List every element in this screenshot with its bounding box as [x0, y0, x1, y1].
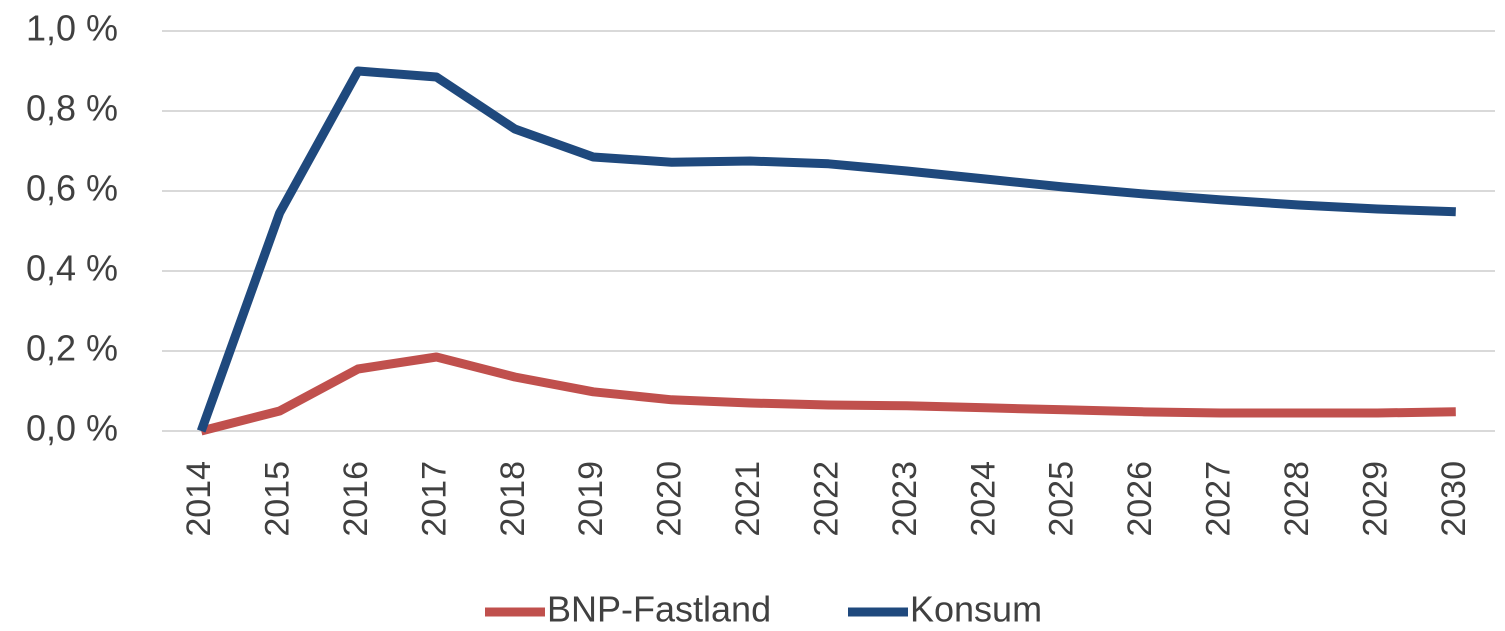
- x-tick-label: 2028: [1278, 461, 1316, 537]
- y-tick-label: 0,2 %: [26, 328, 118, 369]
- y-tick-label: 1,0 %: [26, 8, 118, 49]
- x-tick-label: 2030: [1435, 461, 1473, 537]
- x-tick-label: 2017: [415, 461, 453, 537]
- x-tick-label: 2027: [1200, 461, 1238, 537]
- x-tick-label: 2029: [1356, 461, 1394, 537]
- line-series: [200, 352, 1456, 436]
- x-tick-label: 2020: [651, 461, 689, 537]
- legend-label: BNP-Fastland: [547, 589, 771, 630]
- line-series: [196, 66, 1456, 433]
- x-tick-label: 2025: [1043, 461, 1081, 537]
- y-tick-label: 0,4 %: [26, 248, 118, 289]
- x-tick-label: 2021: [729, 461, 767, 537]
- x-tick-label: 2015: [259, 461, 297, 537]
- x-tick-label: 2014: [180, 461, 218, 537]
- x-tick-label: 2018: [494, 461, 532, 537]
- x-tick-label: 2016: [337, 461, 375, 537]
- y-tick-label: 0,8 %: [26, 88, 118, 129]
- x-tick-label: 2023: [886, 461, 924, 537]
- x-tick-label: 2024: [964, 461, 1002, 537]
- y-tick-label: 0,0 %: [26, 408, 118, 449]
- x-tick-label: 2026: [1121, 461, 1159, 537]
- x-tick-label: 2022: [807, 461, 845, 537]
- legend-label: Konsum: [910, 589, 1042, 630]
- y-tick-label: 0,6 %: [26, 168, 118, 209]
- x-tick-label: 2019: [572, 461, 610, 537]
